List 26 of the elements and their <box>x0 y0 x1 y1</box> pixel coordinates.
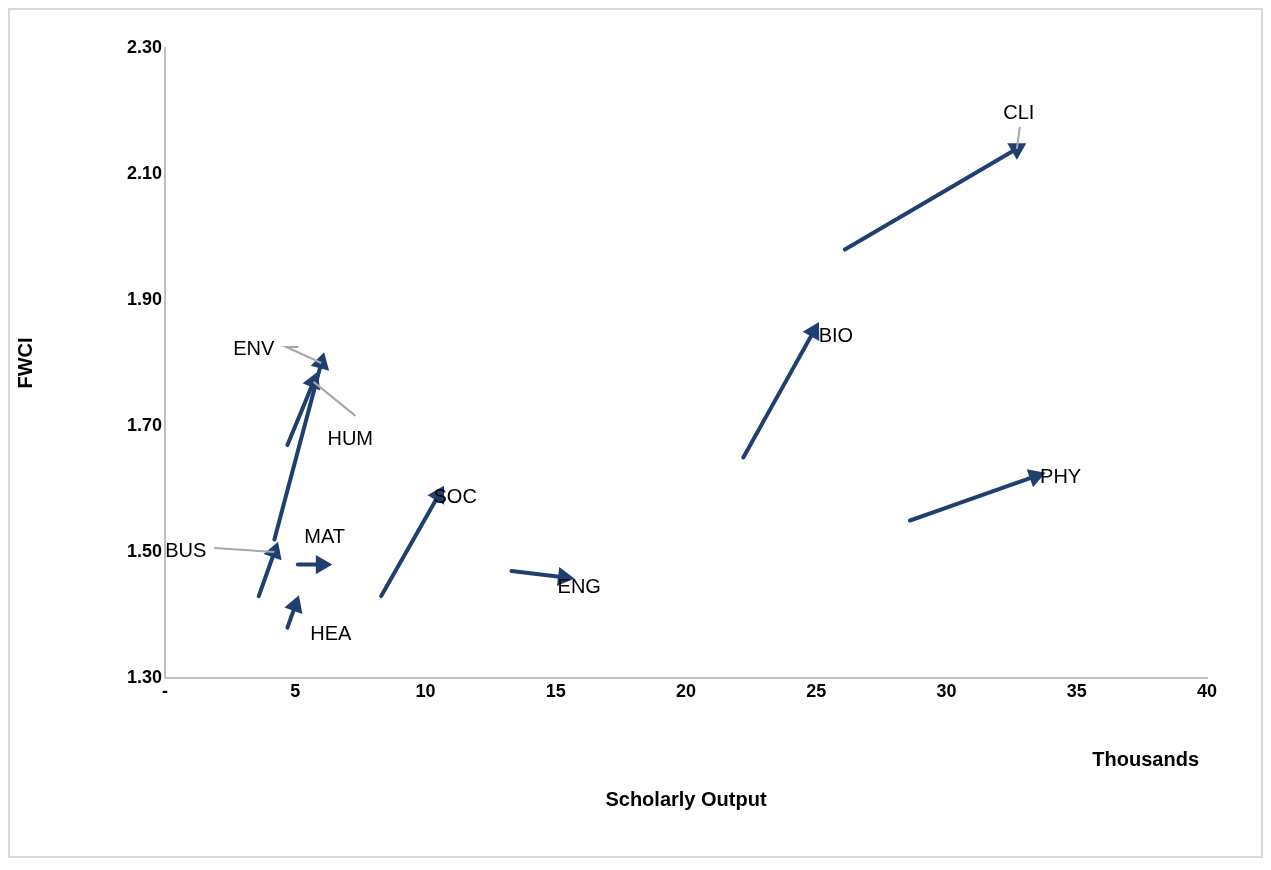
y-tick-label: 1.30 <box>126 666 162 687</box>
y-tick-label: 1.70 <box>126 414 162 435</box>
x-tick-label: 15 <box>545 680 566 701</box>
x-tick-label: 35 <box>1066 680 1087 701</box>
series-label: CLI <box>1003 101 1035 124</box>
series-label: HUM <box>327 427 374 450</box>
x-tick-label: 5 <box>290 680 301 701</box>
series-label: MAT <box>304 525 346 548</box>
series-label: ENV <box>233 336 275 359</box>
y-tick-label: 1.90 <box>126 288 162 309</box>
y-axis-title: FWCI <box>13 337 36 389</box>
series-label: HEA <box>310 622 353 645</box>
y-tick-label: 1.50 <box>126 540 162 561</box>
x-tick-label: 20 <box>675 680 697 701</box>
x-tick-label: 40 <box>1196 680 1218 701</box>
x-tick-label: 10 <box>415 680 436 701</box>
x-tick-label: 25 <box>806 680 827 701</box>
series-label: PHY <box>1040 464 1082 487</box>
text: BUS <box>165 538 207 561</box>
series-label: BIO <box>818 324 854 347</box>
x-axis-title: Scholarly Output <box>605 787 767 810</box>
y-tick-label: 2.30 <box>126 36 162 57</box>
text: Thousands <box>1092 747 1199 770</box>
x-tick-label: - <box>162 680 168 701</box>
y-tick-label: 2.10 <box>126 162 162 183</box>
x-tick-label: 30 <box>936 680 957 701</box>
